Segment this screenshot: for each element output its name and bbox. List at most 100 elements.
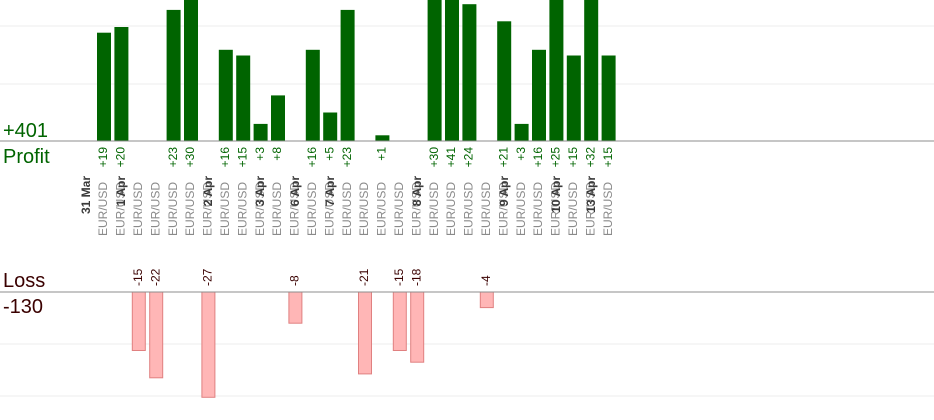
profit-value-label: +15	[235, 147, 249, 168]
profit-title: Profit	[3, 146, 50, 168]
date-label: 13 Apr	[584, 176, 598, 213]
pair-label: EUR/USD	[253, 182, 267, 236]
profit-value-label: +3	[253, 147, 267, 161]
date-label: 31 Mar	[79, 176, 93, 214]
pair-label: EUR/USD	[322, 182, 336, 236]
profit-value-label: +21	[496, 147, 510, 168]
profit-value-label: +23	[340, 147, 354, 168]
profit-bar	[566, 55, 581, 141]
loss-value-labels: -15 -22 -27 -8 -21 -15 -18 -4	[131, 268, 493, 286]
profit-value-label: +1	[375, 147, 389, 161]
profit-value-label: +15	[601, 147, 615, 168]
profit-bar	[97, 32, 111, 142]
loss-value-label: -21	[357, 268, 371, 286]
profit-bar	[584, 0, 599, 141]
loss-value-label: -8	[288, 275, 302, 286]
loss-title: Loss	[3, 270, 45, 292]
pair-label: EUR/USD	[340, 182, 354, 236]
date-label: 6 Apr	[288, 176, 302, 207]
profit-bar	[236, 55, 251, 141]
profit-bar	[340, 9, 355, 142]
pair-label: EUR/USD	[375, 182, 389, 236]
profit-value-label: +3	[514, 147, 528, 161]
loss-value-label: -15	[131, 268, 145, 286]
profit-value-label: +25	[549, 147, 563, 168]
pair-label: EUR/USD	[270, 182, 284, 236]
pair-label: EUR/USD	[427, 182, 441, 236]
profit-value-label: +30	[183, 147, 197, 168]
profit-bar	[497, 21, 512, 141]
profit-bar	[427, 0, 442, 141]
loss-bars	[131, 291, 494, 398]
date-label: 1 Apr	[114, 176, 128, 207]
profit-value-label: +24	[462, 147, 476, 168]
profit-value-label: +41	[444, 147, 458, 168]
loss-panel: Loss -130 -15 -22 -27 -8 -21 -15 -18 -4	[0, 268, 934, 398]
loss-bar	[479, 291, 494, 309]
date-label: 9 Apr	[497, 176, 511, 207]
profit-bar	[323, 112, 338, 141]
profit-value-labels: +19 +20 +23 +30 +16 +15 +3 +8 +16 +5 +23 +1 +30 +41 +2…	[96, 147, 615, 168]
profit-bar	[514, 123, 529, 141]
loss-value-label: -18	[409, 268, 423, 286]
date-label: 2 Apr	[201, 176, 215, 207]
pair-label: EUR/USD	[514, 182, 528, 236]
profit-value-label: +5	[322, 147, 336, 161]
date-label: 8 Apr	[410, 176, 424, 207]
pair-label: EUR/USD	[235, 182, 249, 236]
profit-value-label: +16	[305, 147, 319, 168]
pair-label: EUR/USD	[462, 182, 476, 236]
loss-value-label: -22	[148, 268, 162, 286]
profit-value-label: +20	[114, 147, 128, 168]
pair-label: EUR/USD	[392, 182, 406, 236]
loss-bar	[131, 291, 146, 351]
profit-value-label: +8	[270, 147, 284, 161]
pair-label: EUR/USD	[114, 182, 128, 236]
profit-bar	[253, 123, 268, 141]
date-label: 3 Apr	[253, 176, 267, 207]
profit-value-label: +15	[566, 147, 580, 168]
pair-label: EUR/USD	[166, 182, 180, 236]
profit-bar	[375, 135, 390, 141]
loss-value-label: -27	[201, 268, 215, 286]
loss-bar	[201, 291, 216, 398]
profit-bar	[601, 55, 616, 141]
loss-bar	[149, 291, 164, 379]
pair-label: EUR/USD	[409, 182, 423, 236]
pair-label: EUR/USD	[218, 182, 232, 236]
pair-label: EUR/USD	[96, 182, 110, 236]
pair-label: EUR/USD	[583, 182, 597, 236]
profit-bar	[271, 95, 285, 141]
profit-value-label: +32	[583, 147, 597, 168]
pair-label: EUR/USD	[201, 182, 215, 236]
loss-bar	[288, 291, 303, 324]
profit-bar	[462, 4, 477, 142]
profit-bar	[549, 0, 564, 141]
profit-bar	[532, 49, 546, 141]
pair-label: EUR/USD	[148, 182, 162, 236]
profit-value-label: +23	[166, 147, 180, 168]
profit-total: +401	[3, 120, 48, 142]
pair-label: EUR/USD	[357, 182, 371, 236]
profit-bar	[184, 0, 198, 141]
date-label: 10 Apr	[549, 176, 563, 213]
profit-value-label: +16	[531, 147, 545, 168]
loss-total: -130	[3, 296, 43, 318]
loss-value-label: -4	[479, 275, 493, 286]
pair-label: EUR/USD	[566, 182, 580, 236]
profit-value-label: +19	[96, 147, 110, 168]
profit-value-label: +16	[218, 147, 232, 168]
profit-bar	[218, 49, 233, 141]
profit-value-label: +30	[427, 147, 441, 168]
pair-label: EUR/USD	[479, 182, 493, 236]
loss-bar	[410, 291, 425, 363]
pair-label: EUR/USD	[531, 182, 545, 236]
pair-label: EUR/USD	[444, 182, 458, 236]
profit-panel: +401 Profit +19 +20 +23 +30 +16 +15 +3 +8 +16 +5 +…	[0, 0, 934, 168]
pair-label: EUR/USD	[601, 182, 615, 236]
loss-bar	[358, 291, 372, 375]
pair-label: EUR/USD	[305, 182, 319, 236]
date-label: 7 Apr	[323, 176, 337, 207]
